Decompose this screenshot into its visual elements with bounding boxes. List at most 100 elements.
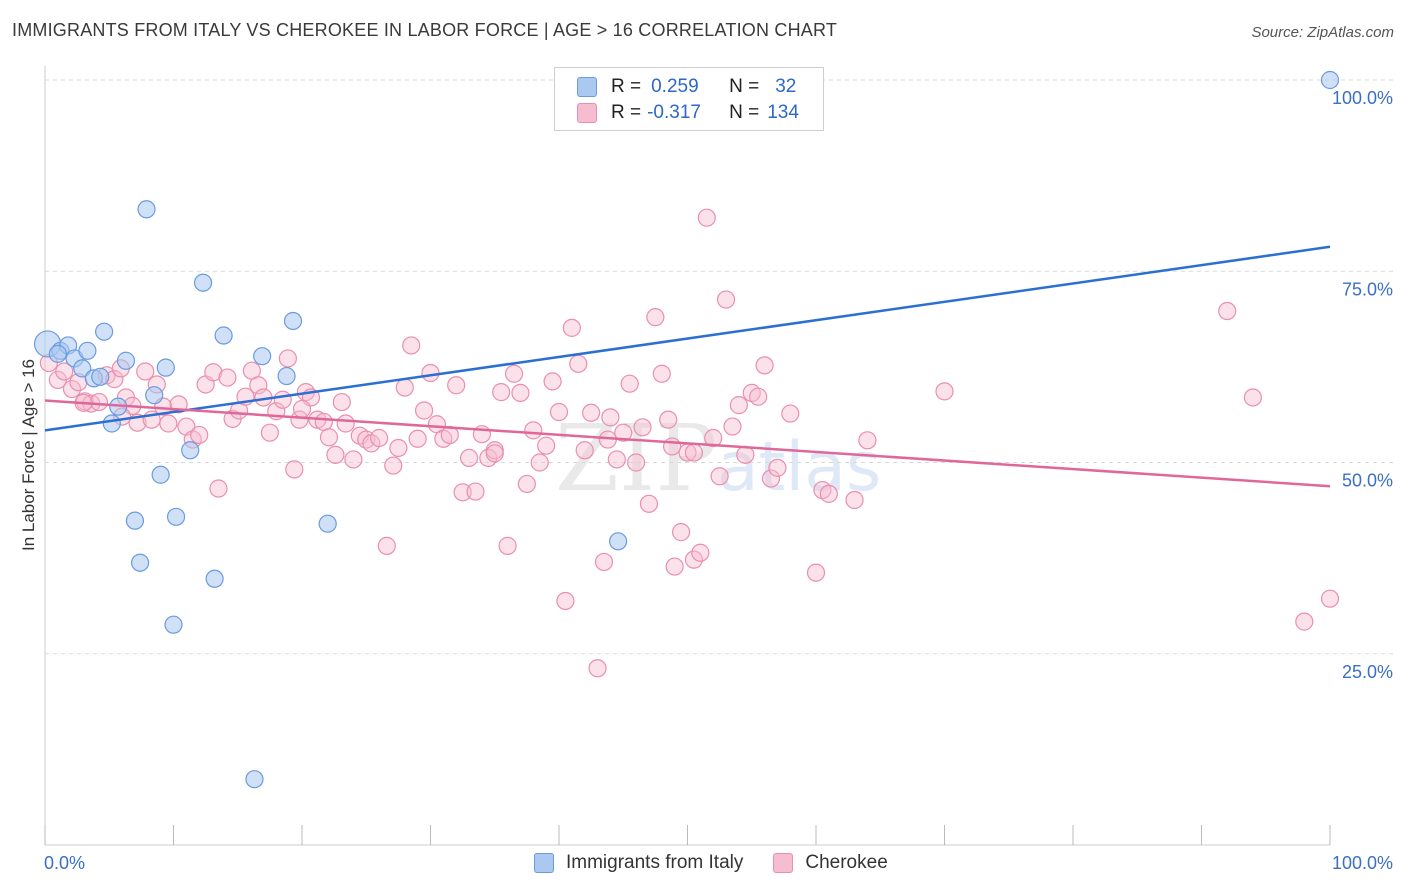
italy-point[interactable] xyxy=(214,326,233,345)
cherokee-point[interactable] xyxy=(691,543,710,562)
italy-point[interactable] xyxy=(253,347,272,366)
cherokee-point[interactable] xyxy=(190,425,209,445)
italy-point[interactable] xyxy=(181,441,200,460)
cherokee-point[interactable] xyxy=(278,349,297,368)
cherokee-point[interactable] xyxy=(684,550,704,569)
cherokee-point[interactable] xyxy=(384,456,403,475)
cherokee-point[interactable] xyxy=(569,354,588,373)
cherokee-point[interactable] xyxy=(389,438,408,458)
legend-item-italy[interactable]: Immigrants from Italy xyxy=(534,852,743,874)
cherokee-point[interactable] xyxy=(697,208,716,227)
cherokee-point[interactable] xyxy=(530,453,549,472)
cherokee-point[interactable] xyxy=(575,441,594,460)
cherokee-point[interactable] xyxy=(344,450,363,469)
cherokee-point[interactable] xyxy=(314,412,333,432)
cherokee-point[interactable] xyxy=(614,423,633,442)
cherokee-point[interactable] xyxy=(332,392,351,412)
legend-item-cherokee[interactable]: Cherokee xyxy=(773,852,888,874)
cherokee-point[interactable] xyxy=(290,410,309,429)
cherokee-point[interactable] xyxy=(447,376,466,395)
cherokee-point[interactable] xyxy=(761,469,781,488)
cherokee-point[interactable] xyxy=(646,308,665,327)
italy-point[interactable] xyxy=(245,770,264,789)
cherokee-point[interactable] xyxy=(336,414,355,433)
italy-point[interactable] xyxy=(78,341,97,360)
cherokee-point[interactable] xyxy=(485,444,504,463)
cherokee-point[interactable] xyxy=(755,356,774,375)
cherokee-point[interactable] xyxy=(710,467,729,486)
cherokee-point[interactable] xyxy=(620,374,639,393)
cherokee-point[interactable] xyxy=(319,428,339,447)
cherokee-point[interactable] xyxy=(511,383,530,402)
cherokee-point[interactable] xyxy=(588,659,607,678)
italy-point[interactable] xyxy=(95,322,114,341)
cherokee-point[interactable] xyxy=(665,557,684,576)
cherokee-point[interactable] xyxy=(537,436,556,455)
cherokee-point[interactable] xyxy=(659,410,678,429)
cherokee-point[interactable] xyxy=(633,418,652,437)
cherokee-point[interactable] xyxy=(749,387,768,406)
cherokee-point[interactable] xyxy=(402,336,421,355)
cherokee-point[interactable] xyxy=(819,484,838,503)
cherokee-point[interactable] xyxy=(504,364,524,383)
cherokee-point[interactable] xyxy=(62,379,82,399)
cherokee-point[interactable] xyxy=(1295,612,1314,631)
cherokee-point[interactable] xyxy=(543,372,562,391)
italy-point[interactable] xyxy=(151,465,170,484)
cherokee-point[interactable] xyxy=(370,428,389,448)
cherokee-point[interactable] xyxy=(377,536,396,555)
cherokee-point[interactable] xyxy=(556,591,575,611)
italy-point[interactable] xyxy=(145,386,164,405)
cherokee-point[interactable] xyxy=(273,390,292,409)
cherokee-point[interactable] xyxy=(466,482,485,501)
cherokee-point[interactable] xyxy=(806,563,826,582)
cherokee-point[interactable] xyxy=(209,479,228,498)
cherokee-point[interactable] xyxy=(845,490,864,510)
cherokee-point[interactable] xyxy=(517,474,536,494)
italy-point[interactable] xyxy=(48,344,67,363)
italy-point[interactable] xyxy=(166,507,186,526)
cherokee-point[interactable] xyxy=(1218,301,1237,321)
italy-point[interactable] xyxy=(102,414,121,433)
cherokee-point[interactable] xyxy=(652,364,671,383)
italy-point[interactable] xyxy=(609,532,628,551)
cherokee-point[interactable] xyxy=(639,494,659,513)
cherokee-point[interactable] xyxy=(453,483,472,502)
cherokee-point[interactable] xyxy=(1320,589,1340,608)
cherokee-point[interactable] xyxy=(204,363,223,382)
italy-point[interactable] xyxy=(164,615,183,634)
cherokee-point[interactable] xyxy=(55,362,74,381)
cherokee-point[interactable] xyxy=(736,445,755,464)
italy-point[interactable] xyxy=(1320,70,1340,90)
italy-point[interactable] xyxy=(137,200,156,219)
italy-point[interactable] xyxy=(318,514,337,533)
cherokee-point[interactable] xyxy=(414,401,434,420)
cherokee-point[interactable] xyxy=(136,362,155,381)
cherokee-point[interactable] xyxy=(492,383,511,402)
cherokee-point[interactable] xyxy=(594,552,614,572)
cherokee-point[interactable] xyxy=(285,460,304,479)
cherokee-point[interactable] xyxy=(935,382,954,401)
italy-point[interactable] xyxy=(156,358,175,377)
cherokee-point[interactable] xyxy=(704,428,723,448)
italy-point[interactable] xyxy=(193,273,213,292)
cherokee-point[interactable] xyxy=(459,448,479,468)
cherokee-point[interactable] xyxy=(159,414,178,433)
cherokee-point[interactable] xyxy=(395,378,414,397)
cherokee-point[interactable] xyxy=(498,536,517,555)
cherokee-point[interactable] xyxy=(408,429,427,448)
cherokee-point[interactable] xyxy=(601,408,620,427)
italy-point[interactable] xyxy=(283,311,303,331)
cherokee-point[interactable] xyxy=(524,421,543,440)
cherokee-point[interactable] xyxy=(768,458,787,477)
cherokee-point[interactable] xyxy=(89,392,109,412)
cherokee-point[interactable] xyxy=(716,290,736,309)
cherokee-point[interactable] xyxy=(421,363,440,383)
cherokee-point[interactable] xyxy=(729,396,749,415)
italy-point[interactable] xyxy=(125,511,145,530)
cherokee-point[interactable] xyxy=(326,445,345,464)
italy-point[interactable] xyxy=(116,351,136,370)
cherokee-point[interactable] xyxy=(562,318,581,337)
cherokee-point[interactable] xyxy=(260,423,279,442)
cherokee-point[interactable] xyxy=(781,404,800,423)
